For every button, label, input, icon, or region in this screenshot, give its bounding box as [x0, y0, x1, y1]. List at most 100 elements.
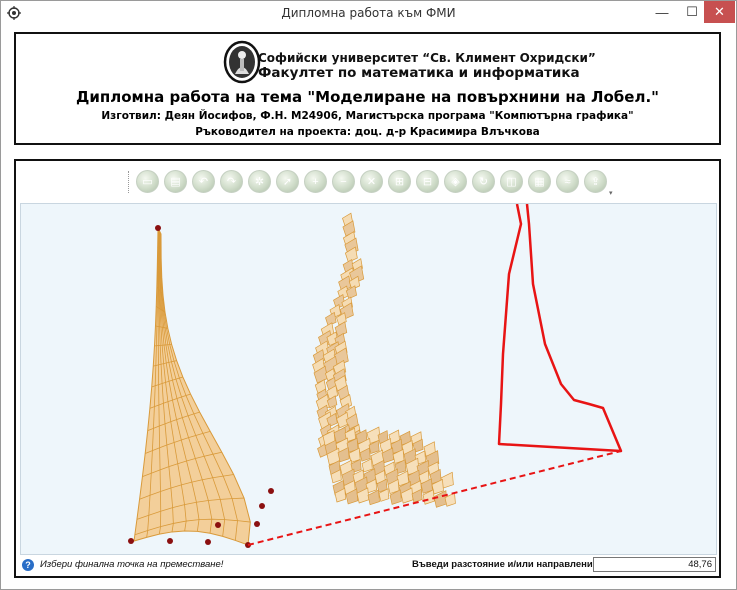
mesh-facet — [368, 439, 380, 454]
settings-gear-icon[interactable]: ✲ — [248, 170, 271, 193]
remove-icon[interactable]: − — [332, 170, 355, 193]
close-button[interactable]: ✕ — [704, 1, 735, 23]
surface-fill — [133, 227, 251, 546]
surface-grid-line — [155, 325, 168, 329]
surface-grid-line — [160, 233, 238, 541]
maximize-button[interactable]: ☐ — [686, 4, 698, 19]
mesh-facet — [389, 489, 402, 505]
thesis-title: Дипломна работа на тема "Моделиране на п… — [76, 88, 659, 106]
3d-viewport[interactable] — [20, 203, 717, 555]
mesh-facet — [367, 489, 380, 506]
mesh-facet — [411, 488, 423, 503]
header-panel: Софийски университет “Св. Климент Охридс… — [14, 32, 721, 145]
control-point — [215, 522, 221, 528]
surface-grid-line — [156, 305, 166, 313]
mesh-facet — [381, 447, 395, 464]
surface-grid-line — [159, 231, 213, 534]
main-panel: ▭ ▤ ↶ ↷ ✲ ➚ + − ✕ ⊞ ⊟ ◈ ↻ ◫ ▦ ≈ ⇪ ▾ ? Избери финална точ… — [14, 159, 721, 578]
app-icon[interactable] — [7, 6, 21, 20]
mesh-facet — [334, 321, 348, 337]
faculty-name: Факултет по математика и информатика — [258, 65, 580, 81]
toolbar-overflow-icon[interactable]: ▾ — [609, 190, 613, 197]
smooth-icon[interactable]: ≈ — [556, 170, 579, 193]
university-name: Софийски университет “Св. Климент Охридс… — [258, 51, 596, 65]
control-points[interactable] — [128, 225, 274, 548]
undo-icon[interactable]: ↶ — [192, 170, 215, 193]
control-point — [167, 538, 173, 544]
surface-grid-line — [158, 230, 187, 532]
select-cursor-icon[interactable]: ➚ — [276, 170, 299, 193]
control-point — [268, 488, 274, 494]
surface-grid-line — [136, 497, 245, 520]
add-icon[interactable]: + — [304, 170, 327, 193]
control-point — [254, 521, 260, 527]
mesh-facet — [345, 285, 358, 300]
surface-grid-line — [147, 411, 200, 431]
mesh-facet — [314, 379, 327, 394]
surface-grid-line — [159, 232, 226, 537]
mesh-facet — [326, 395, 338, 409]
surface-grid-line — [146, 228, 159, 538]
control-point — [205, 539, 211, 545]
delete-icon[interactable]: ✕ — [360, 170, 383, 193]
control-point — [128, 538, 134, 544]
mesh-facet — [444, 492, 456, 507]
mesh-facet — [337, 446, 350, 463]
rotate-icon[interactable]: ↻ — [472, 170, 495, 193]
mesh-facet — [361, 458, 373, 473]
mesh-facet — [378, 488, 390, 502]
surface-grid-line — [158, 229, 174, 533]
help-icon[interactable]: ? — [22, 559, 34, 571]
surface-grid-line — [149, 393, 191, 409]
surface-icon[interactable]: ▦ — [528, 170, 551, 193]
triangulated-surface-middle[interactable] — [312, 212, 456, 508]
mesh-facet — [342, 220, 356, 237]
status-message: Избери финална точка на преместване! — [40, 559, 224, 570]
surface-grid-line — [142, 451, 222, 478]
mesh-facet — [326, 412, 338, 428]
toolbar-grip[interactable] — [128, 171, 132, 193]
title-bar[interactable]: Дипломна работа към ФМИ — ☐ ✕ — [1, 1, 736, 27]
toolbar: ▭ ▤ ↶ ↷ ✲ ➚ + − ✕ ⊞ ⊟ ◈ ↻ ◫ ▦ ≈ ⇪ ▾ — [128, 167, 618, 197]
scene-canvas[interactable] — [21, 204, 717, 555]
export-icon[interactable]: ⇪ — [584, 170, 607, 193]
move-direction-line — [247, 450, 622, 546]
mesh-facet — [334, 487, 347, 503]
mesh-facet — [330, 469, 342, 484]
control-point — [155, 225, 161, 231]
profile-polyline-right[interactable] — [497, 204, 623, 453]
author-line: Изготвил: Деян Йосифов, Ф.Н. M24906, Маг… — [101, 110, 634, 122]
subdivide-icon[interactable]: ⊟ — [416, 170, 439, 193]
mesh-facet — [359, 447, 371, 462]
redo-icon[interactable]: ↷ — [220, 170, 243, 193]
distance-label: Въведи разстояние и/или направление: — [412, 559, 602, 570]
save-icon[interactable]: ▤ — [164, 170, 187, 193]
surface-grid-line — [151, 376, 183, 388]
status-bar: ? Избери финална точка на преместване! В… — [20, 557, 717, 574]
mesh-facet — [345, 488, 359, 505]
mesh-icon[interactable]: ◈ — [444, 170, 467, 193]
surface-grid-line — [139, 474, 234, 500]
mesh-facet — [348, 275, 361, 290]
surface-grid-line — [159, 231, 200, 532]
distance-input[interactable] — [593, 557, 716, 572]
surface-grid-line — [157, 229, 162, 535]
move-point-icon[interactable]: ⊞ — [388, 170, 411, 193]
advisor-line: Ръководител на проекта: доц. д-р Красими… — [195, 126, 540, 138]
control-point — [259, 503, 265, 509]
window-title: Дипломна работа към ФМИ — [281, 6, 456, 20]
university-seal-icon — [223, 40, 261, 84]
profile-curve — [497, 204, 623, 453]
surface-grid-line — [145, 431, 211, 454]
mesh-facet — [325, 311, 337, 327]
lobel-surface-left[interactable] — [133, 227, 251, 546]
minimize-button[interactable]: — — [655, 4, 669, 20]
mesh-facet — [400, 487, 414, 504]
open-file-icon[interactable]: ▭ — [136, 170, 159, 193]
surface-grid-line — [154, 344, 172, 347]
surface-grid-line — [134, 518, 251, 536]
surface-grid-line — [153, 360, 177, 367]
reflect-icon[interactable]: ◫ — [500, 170, 523, 193]
mesh-facet — [344, 246, 358, 263]
